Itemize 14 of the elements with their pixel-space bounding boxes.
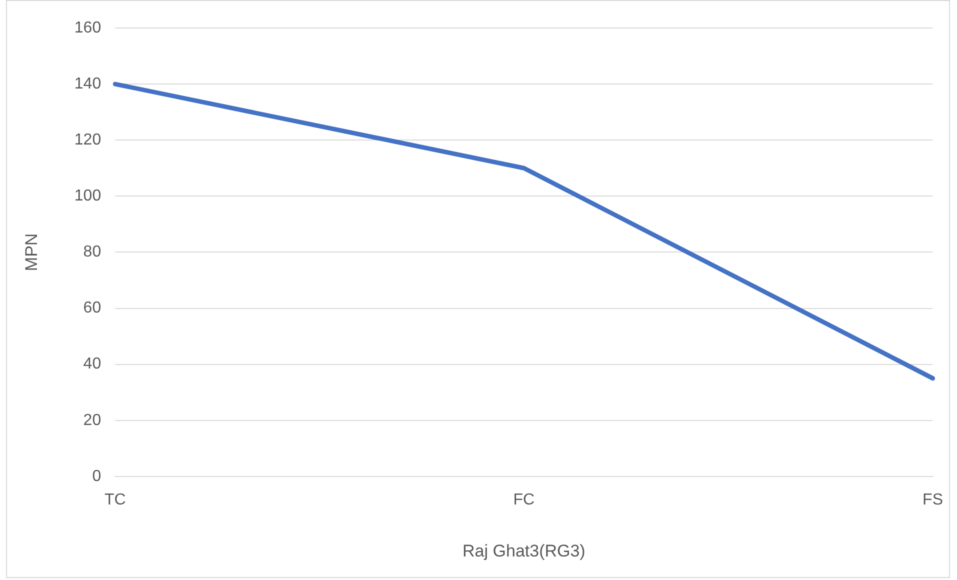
y-tick-label: 160: [74, 19, 102, 36]
y-tick-label: 40: [83, 356, 102, 373]
y-axis-title: MPN: [22, 233, 41, 272]
y-tick-label: 100: [74, 188, 102, 205]
y-tick-label: 80: [83, 244, 102, 261]
x-axis-title: Raj Ghat3(RG3): [462, 541, 586, 560]
y-tick-label: 140: [74, 75, 102, 92]
x-tick-label: FC: [513, 491, 535, 508]
x-tick-label: TC: [104, 491, 126, 508]
x-tick-label: FS: [922, 491, 944, 508]
y-tick-label: 120: [74, 132, 102, 149]
y-tick-label: 0: [92, 468, 102, 485]
y-tick-label: 60: [83, 300, 102, 317]
y-tick-label: 20: [83, 412, 102, 429]
